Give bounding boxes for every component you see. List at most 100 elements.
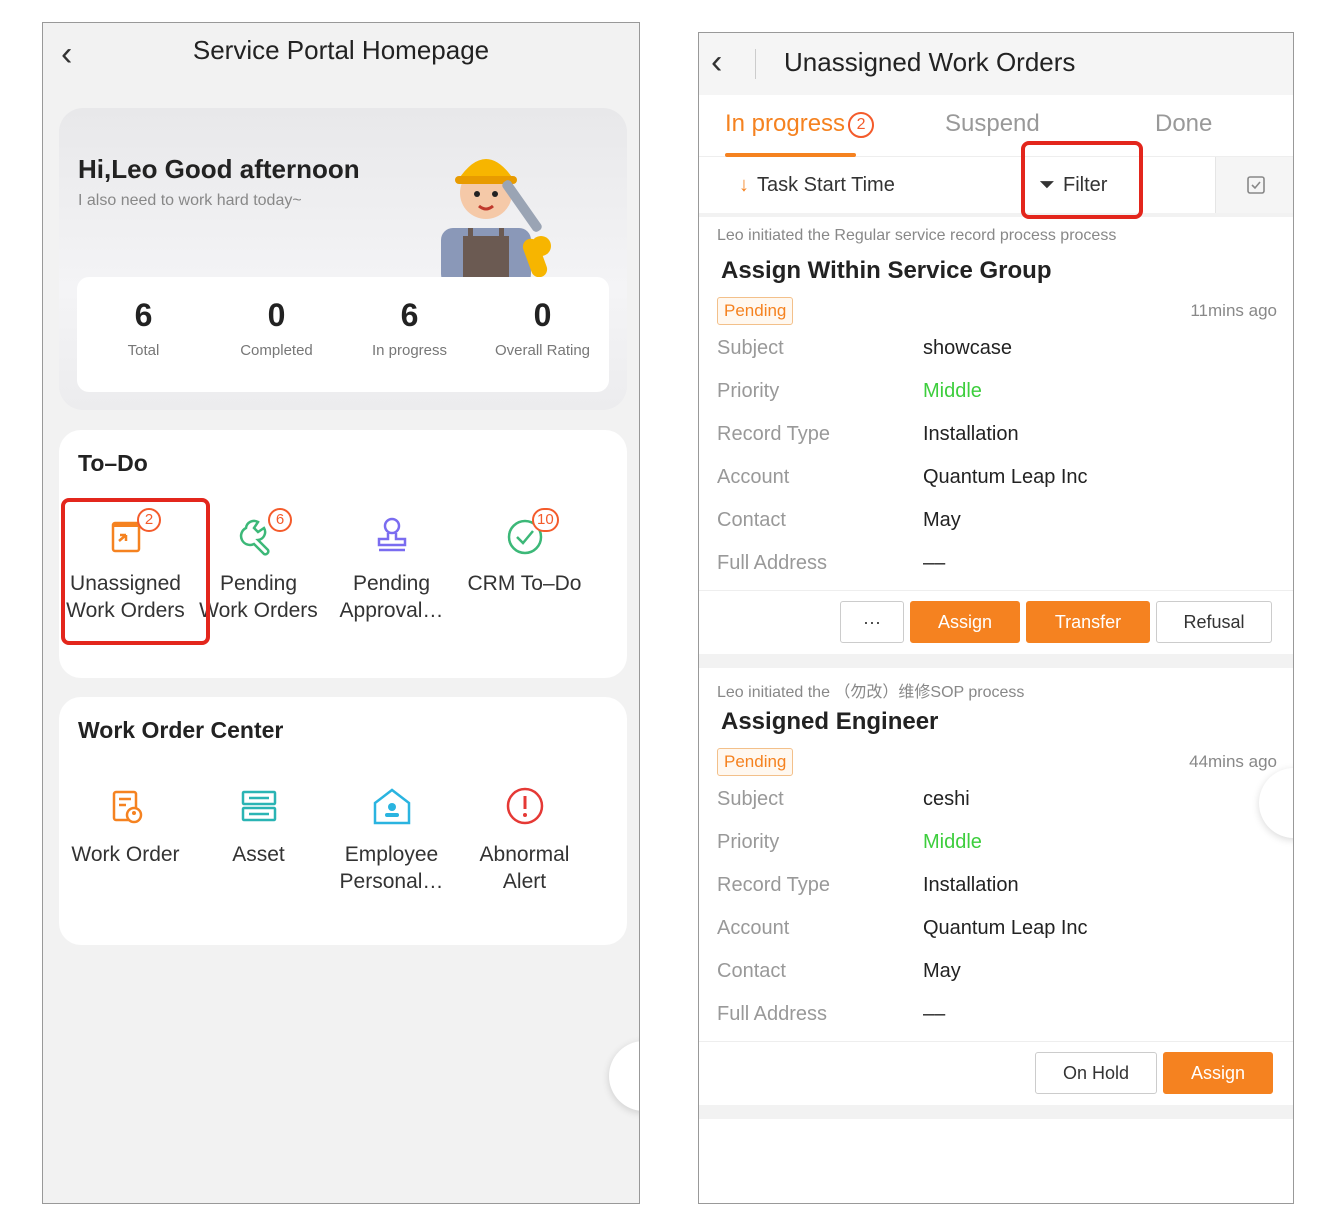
stat-total[interactable]: 6 Total — [77, 277, 210, 392]
field-row: Account Quantum Leap Inc — [699, 458, 1293, 501]
stat-value: 6 — [134, 297, 153, 333]
worker-illustration — [441, 159, 551, 286]
item-label: Work Order — [71, 843, 180, 866]
divider — [755, 49, 756, 79]
field-value: Middle — [923, 831, 982, 853]
field-value: –– — [923, 552, 946, 574]
field-label: Priority — [717, 831, 780, 853]
stat-value: 0 — [533, 297, 552, 333]
left-screen-homepage: ‹ Service Portal Homepage Hi,Leo Good af… — [42, 22, 640, 1204]
item-label: Asset — [232, 843, 285, 866]
todo-pending-work-orders[interactable]: 6 Pending Work Orders — [192, 508, 325, 624]
count-badge: 6 — [268, 508, 292, 532]
back-icon[interactable]: ‹ — [711, 43, 723, 81]
time-ago: 11mins ago — [1190, 301, 1277, 320]
field-row: Subject ceshi — [699, 780, 1293, 823]
stat-label: Total — [127, 342, 160, 359]
field-row: Account Quantum Leap Inc — [699, 909, 1293, 952]
status-badge: Pending — [717, 748, 794, 776]
todo-pending-approval[interactable]: Pending Approval… — [325, 512, 458, 624]
field-row: Priority Middle — [699, 823, 1293, 866]
field-label: Full Address — [717, 1003, 828, 1025]
tab-suspend[interactable]: Suspend — [945, 110, 1040, 137]
header: ‹ Unassigned Work Orders — [699, 33, 1293, 95]
field-value: showcase — [923, 337, 1012, 359]
stamp-icon — [377, 517, 406, 552]
batch-select-button[interactable] — [1215, 157, 1293, 213]
on-hold-button[interactable]: On Hold — [1035, 1052, 1157, 1094]
field-row: Contact May — [699, 501, 1293, 544]
section-title: To–Do — [78, 450, 148, 476]
employee-icon — [373, 788, 410, 825]
action-bar: On Hold Assign — [699, 1041, 1293, 1105]
header: ‹ Service Portal Homepage — [43, 23, 639, 85]
field-row: Contact May — [699, 952, 1293, 995]
sort-filter-bar: ↓ Task Start Time ⏷ Filter — [699, 157, 1293, 217]
field-value: Quantum Leap Inc — [923, 466, 1088, 488]
woc-asset[interactable]: Asset — [192, 783, 325, 895]
field-row: Full Address –– — [699, 995, 1293, 1038]
section-title: Work Order Center — [78, 717, 284, 743]
field-row: Subject showcase — [699, 329, 1293, 372]
status-badge: Pending — [717, 297, 794, 325]
refusal-button[interactable]: Refusal — [1156, 601, 1272, 643]
alert-icon — [506, 787, 543, 825]
woc-employee-personal[interactable]: Employee Personal… — [325, 783, 458, 895]
field-label: Account — [717, 466, 790, 488]
field-label: Record Type — [717, 423, 831, 445]
stat-overall-rating[interactable]: 0 Overall Rating — [476, 277, 609, 392]
check-circle-icon — [507, 519, 542, 555]
count-badge: 2 — [137, 508, 161, 532]
tab-in-progress[interactable]: In progress 2 — [725, 110, 875, 138]
field-label: Contact — [717, 960, 786, 982]
field-value: May — [923, 509, 961, 531]
woc-abnormal-alert[interactable]: Abnormal Alert — [458, 783, 591, 895]
item-label: Employee Personal… — [339, 843, 444, 893]
work-order-card[interactable]: Leo initiated the Regular service record… — [699, 217, 1293, 668]
field-label: Contact — [717, 509, 786, 531]
item-label: Pending Work Orders — [199, 572, 318, 622]
stat-label: Completed — [240, 342, 313, 359]
todo-crm-to-do[interactable]: 10 CRM To–Do — [458, 508, 591, 624]
highlight-box — [61, 498, 210, 645]
action-bar: ··· Assign Transfer Refusal — [699, 590, 1293, 654]
assign-button[interactable]: Assign — [910, 601, 1020, 643]
stats-panel: 6 Total 0 Completed 6 In progress 0 Over… — [77, 277, 609, 392]
sort-task-start-time[interactable]: ↓ Task Start Time — [739, 174, 895, 196]
field-row: Full Address –– — [699, 544, 1293, 587]
field-row: Record Type Installation — [699, 415, 1293, 458]
active-tab-indicator — [725, 153, 856, 157]
work-order-title: Assigned Engineer — [721, 708, 939, 735]
field-label: Subject — [717, 788, 784, 810]
page-title: Unassigned Work Orders — [784, 47, 1076, 77]
todo-section: To–Do 2 Unassigned Work Orders 6 Pending W… — [59, 430, 627, 678]
tab-done[interactable]: Done — [1155, 110, 1213, 137]
more-button[interactable]: ··· — [840, 601, 904, 643]
work-order-card[interactable]: Leo initiated the （勿改）维修SOP process Assi… — [699, 668, 1293, 1119]
transfer-button[interactable]: Transfer — [1026, 601, 1150, 643]
work-order-center-section: Work Order Center Work Order Asset Emplo… — [59, 697, 627, 945]
assign-doc-icon — [111, 521, 140, 553]
floating-assistant-button[interactable] — [609, 1041, 639, 1111]
field-label: Subject — [717, 337, 784, 359]
back-icon[interactable]: ‹ — [61, 35, 73, 73]
time-ago: 44mins ago — [1189, 752, 1277, 771]
field-row: Record Type Installation — [699, 866, 1293, 909]
wrench-icon — [239, 519, 270, 556]
field-label: Account — [717, 917, 790, 939]
right-screen-unassigned: ‹ Unassigned Work Orders In progress 2 Su… — [698, 32, 1294, 1204]
asset-icon — [241, 790, 276, 822]
filter-button[interactable]: ⏷ Filter — [1039, 174, 1108, 196]
initiated-text: Leo initiated the Regular service record… — [717, 227, 1117, 244]
item-label: Unassigned Work Orders — [66, 572, 185, 622]
stat-completed[interactable]: 0 Completed — [210, 277, 343, 392]
stat-in-progress[interactable]: 6 In progress — [343, 277, 476, 392]
todo-unassigned-work-orders[interactable]: 2 Unassigned Work Orders — [59, 508, 192, 624]
field-value: May — [923, 960, 961, 982]
woc-work-order[interactable]: Work Order — [59, 783, 192, 895]
assign-button[interactable]: Assign — [1163, 1052, 1273, 1094]
greeting-subtext: I also need to work hard today~ — [78, 192, 302, 209]
field-label: Priority — [717, 380, 780, 402]
initiated-text: Leo initiated the （勿改）维修SOP process — [717, 684, 1025, 701]
greeting-card: Hi,Leo Good afternoon I also need to wor… — [59, 108, 627, 410]
